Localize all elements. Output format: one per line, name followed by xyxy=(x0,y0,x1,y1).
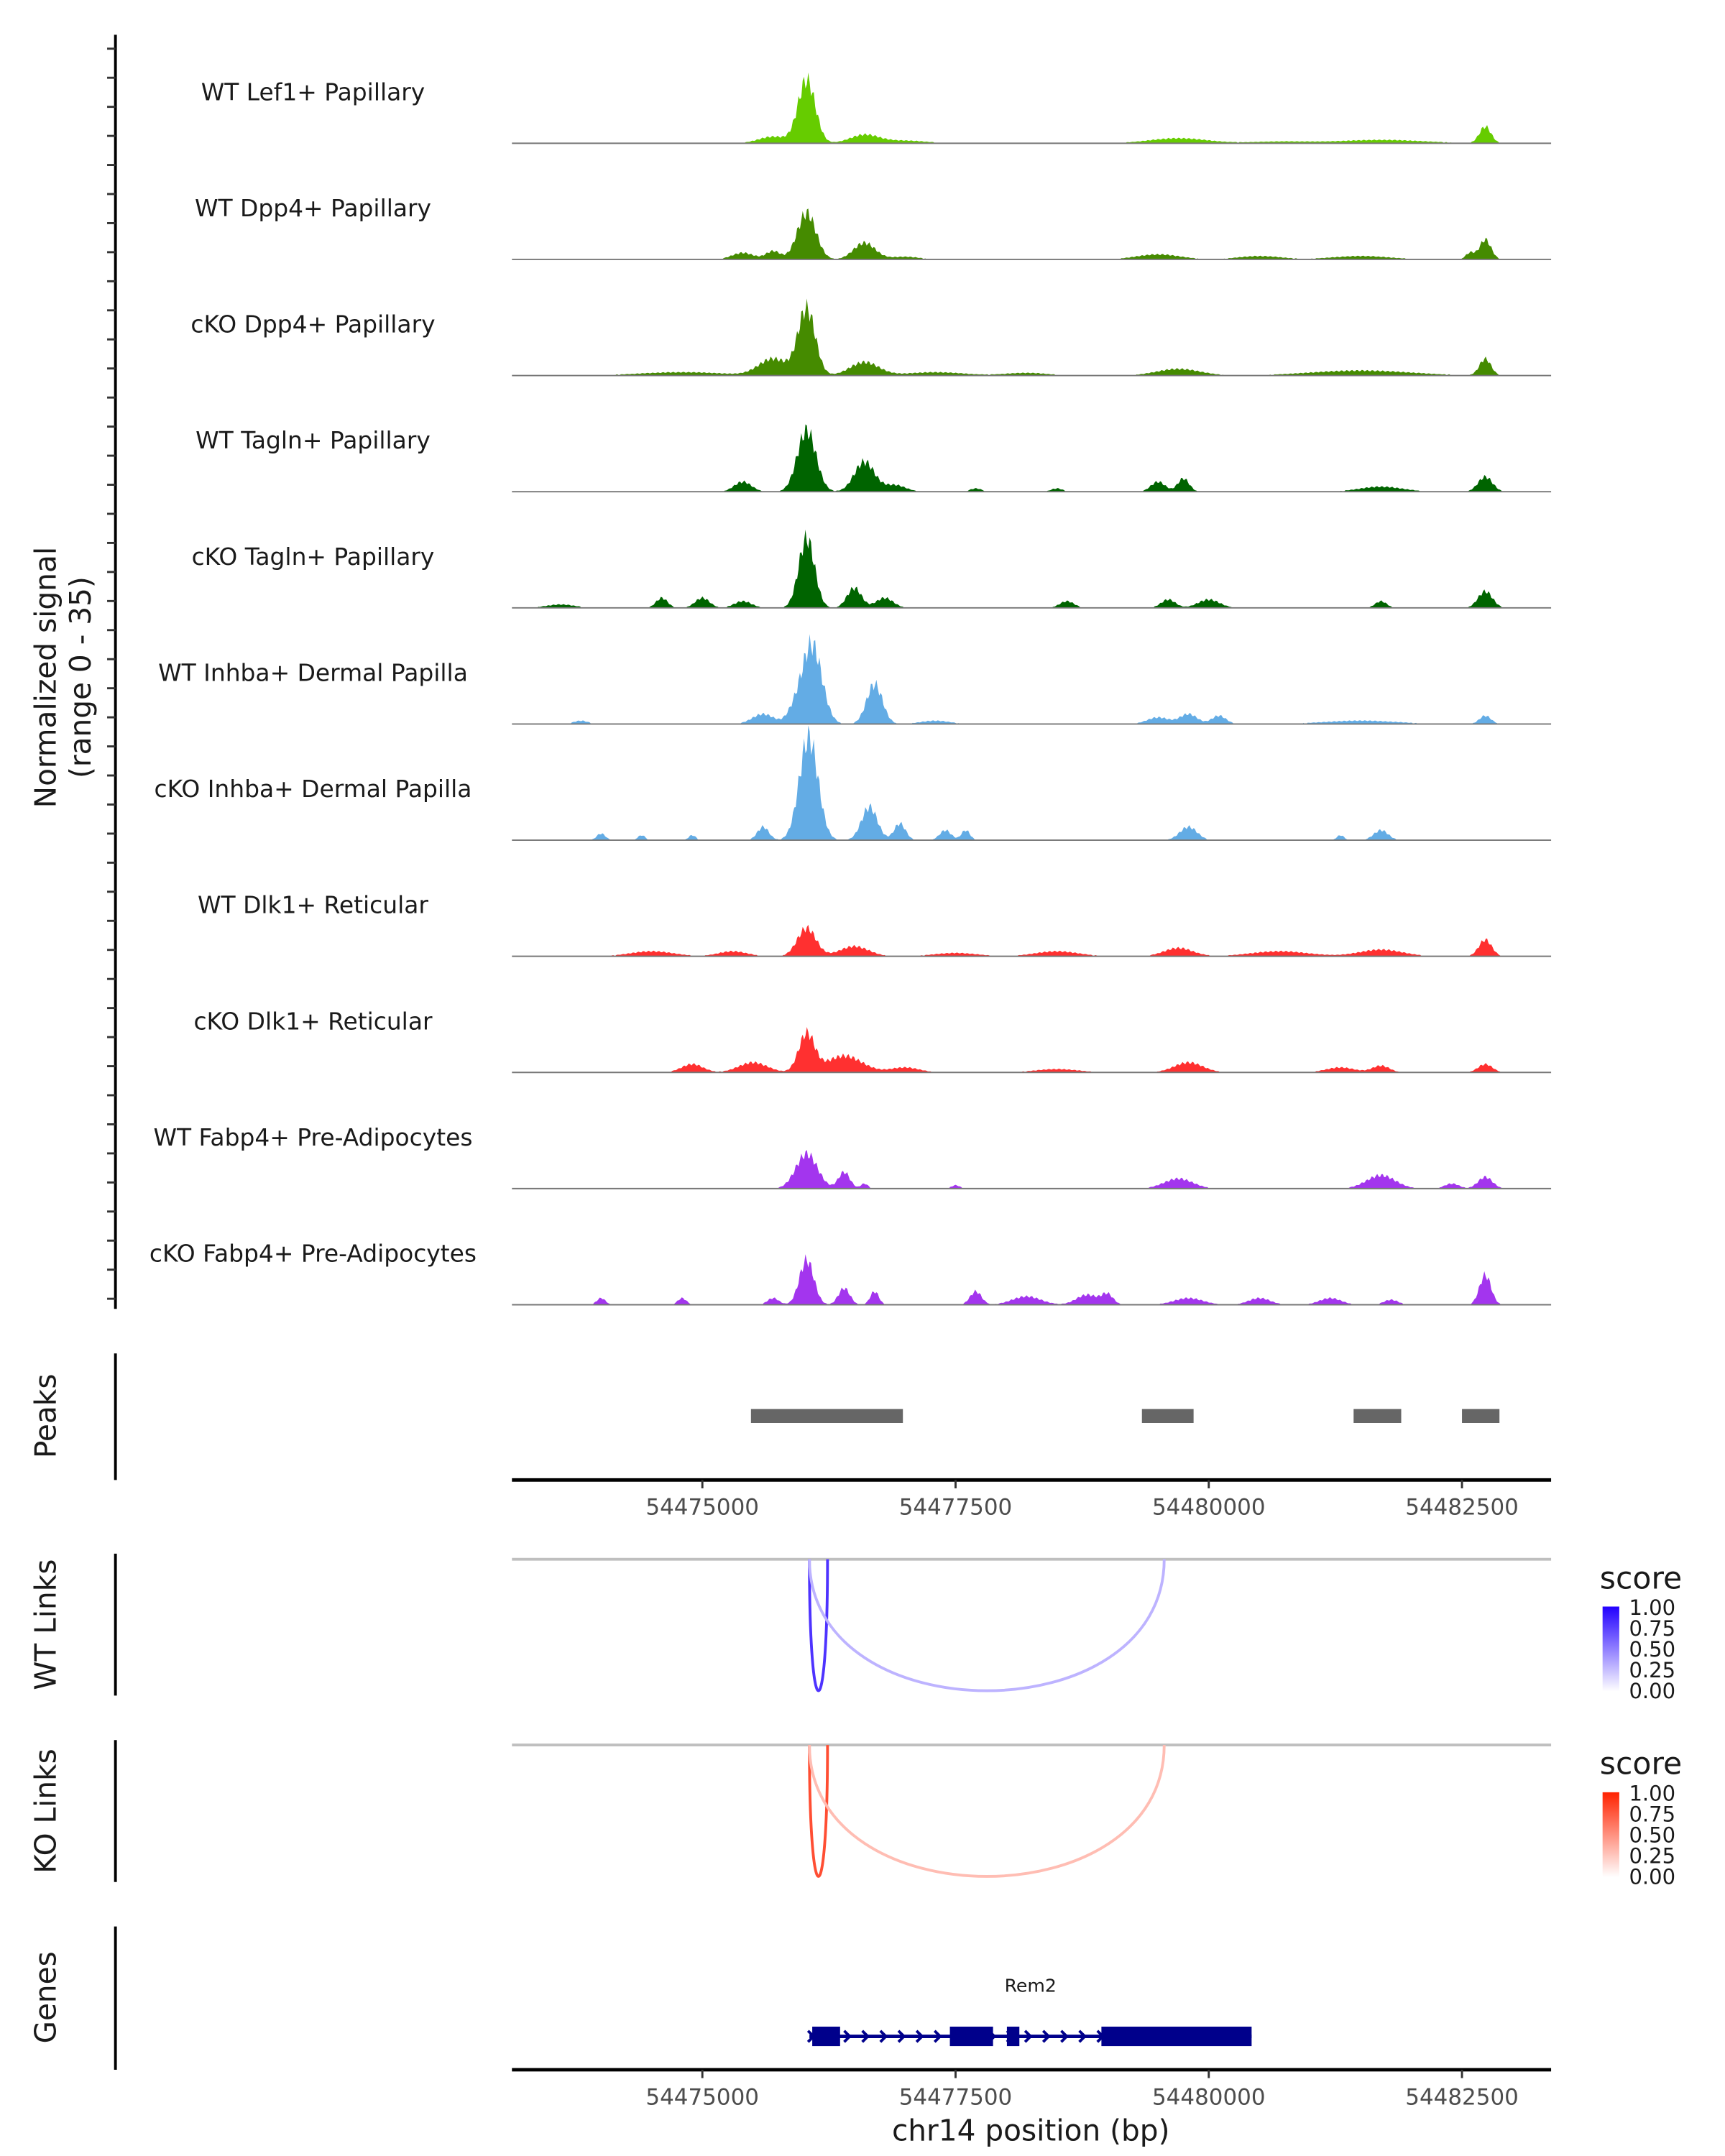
track-label: cKO Tagln+ Papillary xyxy=(192,543,435,571)
link-arc xyxy=(808,1559,1166,1692)
strand-arrow-icon xyxy=(915,2030,924,2043)
gene-exon xyxy=(949,2027,993,2047)
strand-arrow-icon xyxy=(897,2030,906,2043)
y-axis-title: Normalized signal (range 0 - 35) xyxy=(28,547,97,808)
peak-region xyxy=(750,1409,903,1423)
x-tick-label: 54480000 xyxy=(1152,1495,1266,1521)
legend-tick-label: 0.25 xyxy=(1629,1658,1675,1682)
track-label: WT Dlk1+ Reticular xyxy=(198,891,428,919)
legend-colorbar xyxy=(1602,1606,1619,1692)
peak-region xyxy=(1353,1409,1402,1423)
strand-arrow-icon xyxy=(861,2030,870,2043)
gene-exon xyxy=(1006,2027,1020,2047)
track-label: WT Inhba+ Dermal Papilla xyxy=(158,658,468,686)
track-label: WT Tagln+ Papillary xyxy=(196,426,431,454)
signal-track-labels: WT Lef1+ Papillary WT Dpp4+ Papillary cKO … xyxy=(150,78,477,1267)
x-axis-top-ticks: 54475000 54477500 54480000 54482500 xyxy=(645,1480,1519,1521)
track-label: WT Dpp4+ Papillary xyxy=(195,194,431,222)
ko-links-track-label: KO Links xyxy=(28,1749,63,1874)
signal-area xyxy=(512,1026,1552,1073)
legend-tick-label: 1.00 xyxy=(1629,1781,1675,1805)
legend-tick-label: 1.00 xyxy=(1629,1595,1675,1620)
x-axis-title: chr14 position (bp) xyxy=(892,2114,1169,2148)
strand-arrow-icon xyxy=(1060,2030,1069,2043)
genes-track-label: Genes xyxy=(28,1951,63,2043)
legend-tick-label: 0.50 xyxy=(1629,1823,1675,1848)
peaks-track-label: Peaks xyxy=(28,1374,63,1459)
track-label: cKO Inhba+ Dermal Papilla xyxy=(155,775,472,803)
track-label: WT Fabp4+ Pre-Adipocytes xyxy=(153,1123,472,1151)
gene-name: Rem2 xyxy=(1005,1976,1057,1996)
track-label: cKO Dlk1+ Reticular xyxy=(193,1007,433,1035)
signal-area xyxy=(512,1150,1552,1189)
strand-arrow-icon xyxy=(843,2030,852,2043)
y-axis-label: Normalized signal xyxy=(28,547,63,808)
x-axis-bottom-ticks: 54475000 54477500 54480000 54482500 xyxy=(645,2070,1519,2110)
peak-region xyxy=(1462,1409,1500,1423)
wt-links-track-label: WT Links xyxy=(28,1560,63,1690)
x-tick-label: 54475000 xyxy=(645,1495,759,1521)
signal-tracks xyxy=(512,72,1552,1306)
signal-area xyxy=(512,924,1552,957)
legend-tick-label: 0.75 xyxy=(1629,1616,1675,1641)
peak-region xyxy=(1141,1409,1194,1423)
x-tick-label: 54477500 xyxy=(899,2084,1013,2110)
link-arc xyxy=(808,1745,1166,1878)
strand-arrow-icon xyxy=(1041,2030,1051,2043)
signal-area xyxy=(512,529,1552,608)
x-tick-label: 54480000 xyxy=(1152,2084,1266,2110)
x-tick-label: 54477500 xyxy=(899,1495,1013,1521)
signal-area xyxy=(512,424,1552,492)
x-tick-label: 54482500 xyxy=(1405,2084,1519,2110)
legend-tick-label: 0.25 xyxy=(1629,1844,1675,1869)
legend-title: score xyxy=(1600,1746,1682,1782)
signal-y-ticks xyxy=(107,47,116,1300)
strand-arrow-icon xyxy=(879,2030,888,2043)
signal-area xyxy=(512,298,1552,376)
genes-track: Rem2 xyxy=(806,1976,1252,2047)
legend-tick-label: 0.50 xyxy=(1629,1637,1675,1662)
x-tick-label: 54482500 xyxy=(1405,1495,1519,1521)
legend-tick-label: 0.00 xyxy=(1629,1679,1675,1703)
gene-exon xyxy=(812,2027,840,2047)
signal-area xyxy=(512,725,1552,841)
track-label: cKO Fabp4+ Pre-Adipocytes xyxy=(150,1239,477,1267)
links-tracks: score1.000.750.500.250.00score1.000.750.… xyxy=(512,1557,1682,1889)
strand-arrow-icon xyxy=(933,2030,942,2043)
legend-title: score xyxy=(1600,1560,1682,1596)
strand-arrow-icon xyxy=(1078,2030,1087,2043)
signal-area xyxy=(512,208,1552,259)
signal-area xyxy=(512,1254,1552,1305)
track-label: cKO Dpp4+ Papillary xyxy=(190,310,435,338)
signal-area xyxy=(512,72,1552,144)
signal-area xyxy=(512,634,1552,724)
strand-arrow-icon xyxy=(1024,2030,1033,2043)
legend-tick-label: 0.75 xyxy=(1629,1802,1675,1827)
legend-colorbar xyxy=(1602,1792,1619,1877)
gene-exon xyxy=(1101,2027,1252,2047)
x-tick-label: 54475000 xyxy=(645,2084,759,2110)
peak-regions xyxy=(750,1409,1500,1423)
y-axis-range-label: (range 0 - 35) xyxy=(63,576,98,778)
legend-tick-label: 0.00 xyxy=(1629,1865,1675,1889)
track-label: WT Lef1+ Papillary xyxy=(201,78,426,106)
